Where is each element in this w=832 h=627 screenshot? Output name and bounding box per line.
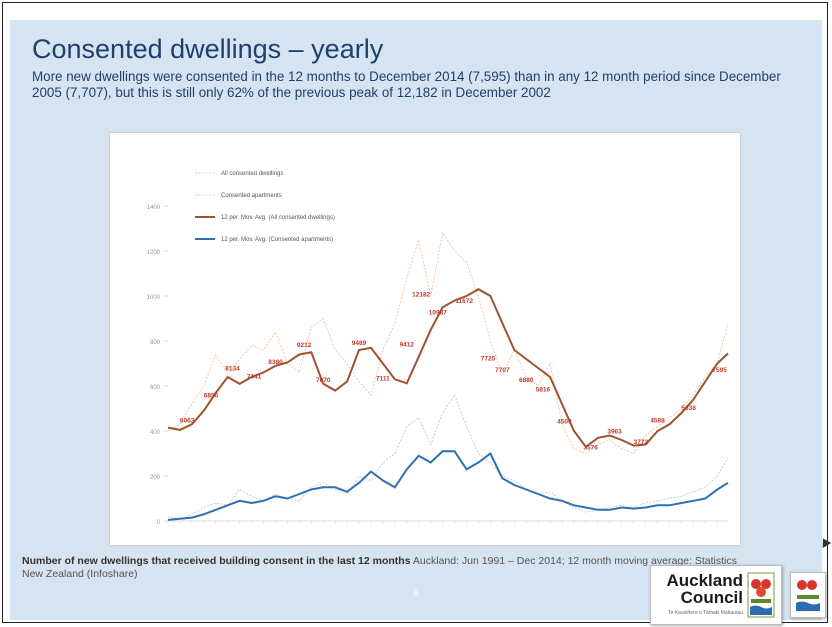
- legend-label: 12 per. Mov. Avg. (All consented dwellin…: [221, 215, 335, 221]
- y-tick-label: 0: [157, 520, 161, 526]
- series-line-3: [167, 450, 729, 521]
- data-label: 8134: [225, 366, 240, 373]
- caption-source: Auckland: Jun 1991 – Dec 2014; 12 month …: [22, 555, 737, 580]
- data-label: 7111: [376, 375, 390, 382]
- data-label: 10987: [429, 309, 447, 316]
- data-label: 9212: [297, 342, 312, 349]
- y-tick-label: 1000: [147, 295, 161, 301]
- slide-title: Consented dwellings – yearly: [32, 34, 384, 64]
- chart-caption: Number of new dwellings that received bu…: [22, 555, 742, 581]
- data-label: 6856: [204, 393, 219, 400]
- secondary-logo-icon: [790, 572, 826, 618]
- slide-subtitle: More new dwellings were consented in the…: [32, 69, 781, 100]
- data-label: 3576: [583, 444, 598, 451]
- data-label: 9489: [352, 340, 367, 347]
- y-tick-label: 600: [150, 385, 161, 391]
- y-tick-label: 800: [150, 340, 161, 346]
- series-line-1: [167, 393, 729, 520]
- data-label: 7725: [481, 356, 496, 363]
- data-label: 7707: [495, 367, 510, 374]
- caption-bold: Number of new dwellings that received bu…: [22, 555, 411, 567]
- y-tick-label: 1400: [147, 205, 161, 211]
- data-label: 7441: [247, 374, 262, 381]
- logo-wordmark: Auckland Council: [657, 572, 743, 606]
- data-label: 7070: [316, 377, 331, 384]
- data-label: 7595: [712, 367, 727, 374]
- data-label: 4509: [557, 419, 572, 426]
- chart-panel: 0 200 400 600 800 1000 1200 1400 6063 6856 8134 744…: [110, 133, 740, 545]
- data-label: 4588: [650, 417, 665, 424]
- data-label: 3963: [607, 429, 622, 436]
- logo-line-1: Auckland: [666, 571, 743, 590]
- data-label: 5638: [681, 405, 696, 412]
- legend-label: All consented dwellings: [221, 171, 283, 177]
- series-line-0: [167, 231, 729, 455]
- presentation-slide: Consented dwellings – yearly More new dw…: [10, 20, 826, 625]
- legend-label: 12 per. Mov. Avg. (Consented apartments): [221, 237, 333, 243]
- data-label: 3772: [634, 439, 649, 446]
- data-label: 12182: [412, 291, 430, 298]
- pohutukawa-emblem-icon: [747, 572, 775, 618]
- page-number: 8: [413, 588, 419, 599]
- series-line-2: [167, 288, 729, 449]
- data-label: 11672: [455, 298, 473, 305]
- legend-label: Consented apartments: [221, 193, 282, 199]
- logo-line-2: Council: [680, 588, 743, 607]
- emblem-icon: [796, 580, 820, 611]
- data-label: 5816: [536, 387, 551, 394]
- y-tick-label: 1200: [147, 250, 161, 256]
- auckland-council-logo: Auckland Council Te Kaunihera o Tāmaki M…: [650, 565, 782, 625]
- consents-line-chart: 0 200 400 600 800 1000 1200 1400 6063 6856 8134 744…: [147, 171, 729, 526]
- data-label: 6063: [180, 417, 195, 424]
- y-tick-label: 400: [150, 430, 161, 436]
- logo-tagline: Te Kaunihera o Tāmaki Makaurau: [668, 610, 743, 616]
- data-label: 6880: [519, 377, 534, 384]
- data-label: 8380: [268, 359, 283, 366]
- data-label: 9412: [400, 342, 415, 349]
- y-tick-label: 200: [150, 475, 161, 481]
